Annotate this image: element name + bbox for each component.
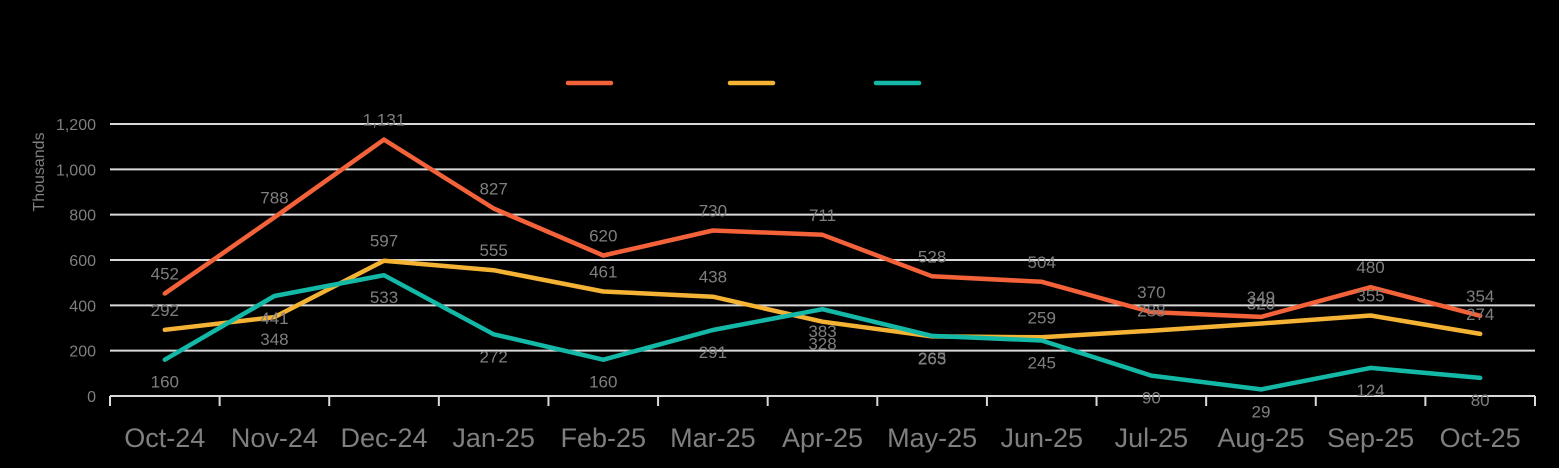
series-line <box>162 137 1483 320</box>
x-tick-label: Nov-24 <box>231 423 318 453</box>
data-label: 328 <box>808 335 836 354</box>
x-tick-label: Apr-25 <box>782 423 863 453</box>
y-tick-label: 400 <box>69 298 96 315</box>
data-label: 272 <box>479 347 507 366</box>
data-label: 441 <box>260 309 288 328</box>
y-tick-label: 800 <box>69 208 96 225</box>
data-label: 29 <box>1252 402 1271 421</box>
data-label: 597 <box>370 232 398 251</box>
data-label: 288 <box>1137 302 1165 321</box>
data-label: 160 <box>589 373 617 392</box>
data-label: 80 <box>1471 391 1490 410</box>
series-lines <box>162 137 1483 392</box>
y-tick-label: 600 <box>69 253 96 270</box>
y-axis-ticks: 0 200 400 600 800 1,000 1,200 <box>56 117 96 406</box>
x-tick-label: Jul-25 <box>1115 423 1189 453</box>
data-label: 348 <box>260 330 288 349</box>
data-label: 827 <box>479 180 507 199</box>
x-tick-label: Jan-25 <box>452 423 535 453</box>
data-label: 730 <box>699 202 727 221</box>
x-tick-label: Jun-25 <box>1000 423 1083 453</box>
y-tick-label: 1,000 <box>56 162 96 179</box>
y-axis-label: Thousands <box>31 132 48 211</box>
data-label: 124 <box>1356 381 1384 400</box>
data-label: 263 <box>918 349 946 368</box>
y-tick-label: 0 <box>87 389 96 406</box>
data-label: 1,131 <box>363 111 406 130</box>
data-label: 711 <box>809 206 836 225</box>
data-label: 504 <box>1028 253 1056 272</box>
x-tick-label: Aug-25 <box>1217 423 1304 453</box>
data-label: 320 <box>1247 294 1275 313</box>
data-label: 620 <box>589 226 617 245</box>
data-label: 265 <box>918 349 946 368</box>
x-tick-label: Sep-25 <box>1327 423 1414 453</box>
data-label: 383 <box>808 322 836 341</box>
data-label: 528 <box>918 247 946 266</box>
data-labels: 452 292 160 788 348 441 1,131 597 533 827 555 272 62… <box>151 111 1495 422</box>
x-tick-label: Mar-25 <box>670 423 756 453</box>
data-label: 90 <box>1142 389 1161 408</box>
data-label: 788 <box>260 188 288 207</box>
data-label: 349 <box>1247 288 1275 307</box>
x-tick-label: May-25 <box>887 423 977 453</box>
x-tick-label: Oct-24 <box>124 423 205 453</box>
data-label: 259 <box>1028 308 1056 327</box>
data-label: 438 <box>699 268 727 287</box>
data-label: 274 <box>1466 305 1494 324</box>
data-label: 355 <box>1356 287 1384 306</box>
data-label: 480 <box>1356 258 1384 277</box>
data-label: 370 <box>1137 283 1165 302</box>
data-label: 292 <box>151 301 179 320</box>
data-label: 555 <box>479 241 507 260</box>
x-tick-label: Dec-24 <box>341 423 428 453</box>
x-axis: Oct-24 Nov-24 Dec-24 Jan-25 Feb-25 Mar-25 Apr-… <box>109 395 1536 453</box>
data-label: 461 <box>589 263 617 282</box>
data-label: 354 <box>1466 287 1494 306</box>
x-tick-label: Feb-25 <box>560 423 646 453</box>
data-label: 160 <box>151 373 179 392</box>
gridlines <box>110 123 1535 352</box>
y-tick-label: 200 <box>69 344 96 361</box>
x-tick-label: Oct-25 <box>1440 423 1521 453</box>
data-label: 245 <box>1028 353 1056 372</box>
data-label: 291 <box>699 343 727 362</box>
data-label: 452 <box>151 265 179 284</box>
y-tick-label: 1,200 <box>56 117 96 134</box>
data-label: 533 <box>370 288 398 307</box>
